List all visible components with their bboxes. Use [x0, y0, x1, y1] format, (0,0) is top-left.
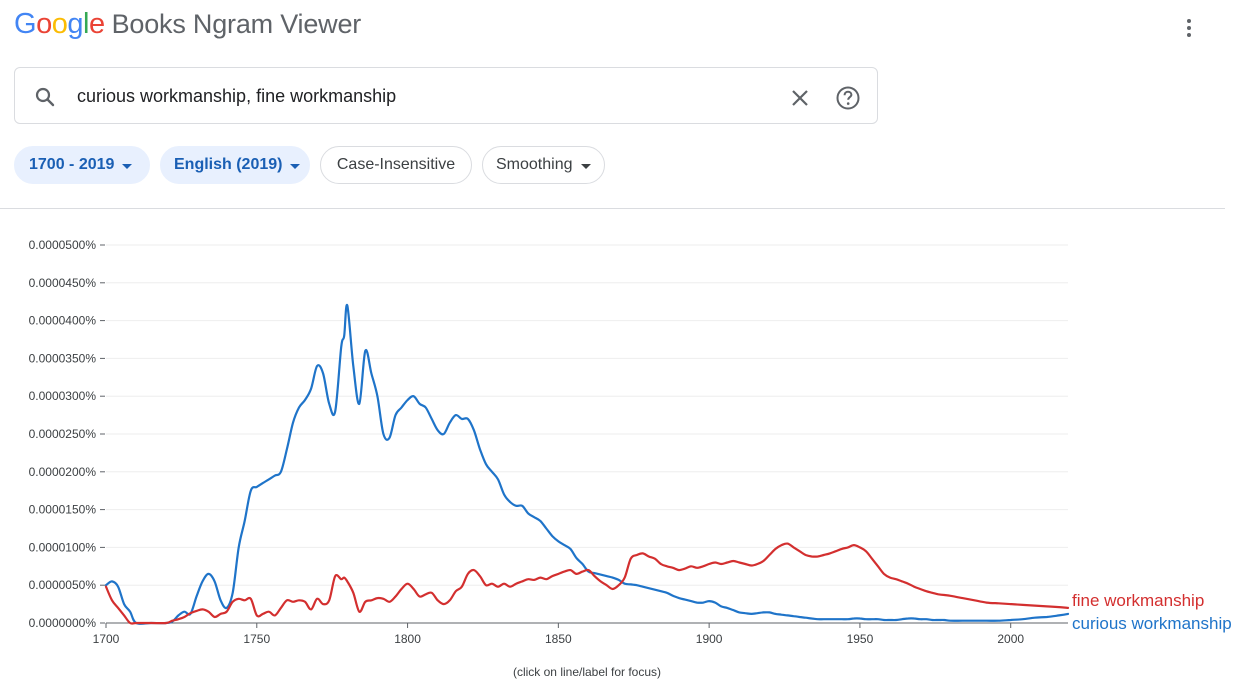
x-tick-label: 1700: [93, 632, 120, 646]
y-tick-label: 0.0000150%: [29, 503, 97, 517]
x-tick-label: 1950: [847, 632, 874, 646]
logo-letter: o: [36, 8, 52, 40]
y-tick-label: 0.0000500%: [29, 238, 97, 252]
y-tick-label: 0.0000350%: [29, 351, 97, 365]
x-tick-label: 1900: [696, 632, 723, 646]
ngram-chart: 0.0000000% 0.0000050% 0.0000100% 0.0000150%…: [29, 238, 1232, 679]
close-icon[interactable]: [788, 86, 812, 110]
y-tick-label: 0.0000100%: [29, 540, 97, 554]
corpus-label: English (2019): [174, 156, 283, 173]
google-wordmark: Google: [14, 8, 105, 41]
x-tick-label: 1850: [545, 632, 572, 646]
y-tick-label: 0.0000250%: [29, 427, 97, 441]
year-range-label: 1700 - 2019: [29, 156, 115, 173]
series-label-fine-workmanship[interactable]: fine workmanship: [1072, 591, 1204, 610]
caret-down-icon: [290, 163, 301, 169]
search-icon[interactable]: [33, 85, 57, 109]
y-tick-label: 0.0000300%: [29, 389, 97, 403]
logo-letter: G: [14, 8, 37, 40]
app-logo[interactable]: Google Books Ngram Viewer: [14, 8, 361, 48]
logo-letter: g: [67, 8, 83, 40]
caret-down-icon: [122, 163, 133, 169]
x-tick-label: 2000: [997, 632, 1024, 646]
year-range-dropdown[interactable]: 1700 - 2019: [14, 146, 150, 184]
smoothing-dropdown[interactable]: Smoothing: [482, 146, 605, 184]
case-label: Case-Insensitive: [336, 156, 456, 173]
y-tick-label: 0.0000000%: [29, 616, 97, 630]
series-label-curious-workmanship[interactable]: curious workmanship: [1072, 614, 1232, 633]
logo-letter: l: [82, 8, 89, 40]
logo-letter: e: [88, 8, 105, 40]
y-tick-label: 0.0000050%: [29, 578, 97, 592]
chart-footnote: (click on line/label for focus): [513, 665, 661, 679]
series-line-curious-workmanship[interactable]: [104, 303, 1070, 625]
y-tick-label: 0.0000400%: [29, 314, 97, 328]
series-line-fine-workmanship[interactable]: [104, 542, 1070, 625]
case-insensitive-toggle[interactable]: Case-Insensitive: [320, 146, 472, 184]
search-bar: [14, 67, 878, 124]
logo-letter: o: [51, 8, 68, 40]
smoothing-label: Smoothing: [496, 156, 573, 173]
app-title: Books Ngram Viewer: [111, 9, 362, 39]
help-icon[interactable]: [835, 85, 861, 111]
x-tick-label: 1800: [394, 632, 421, 646]
caret-down-icon: [580, 163, 591, 169]
divider: [0, 208, 1225, 209]
y-tick-label: 0.0000450%: [29, 276, 97, 290]
corpus-dropdown[interactable]: English (2019): [160, 146, 310, 184]
kebab-menu-icon[interactable]: [1178, 14, 1200, 42]
y-tick-label: 0.0000200%: [29, 465, 97, 479]
x-tick-label: 1750: [243, 632, 270, 646]
search-input[interactable]: [77, 82, 757, 110]
